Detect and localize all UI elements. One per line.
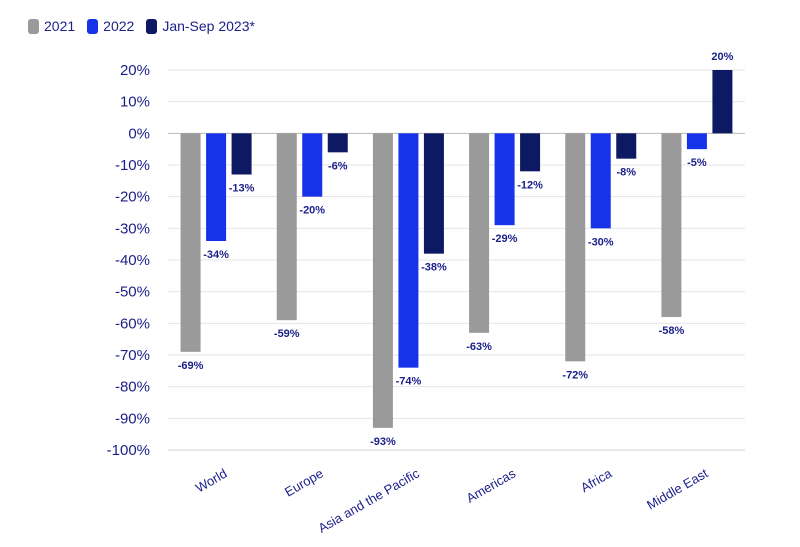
bar — [494, 133, 515, 226]
x-tick-label: Asia and the Pacific — [316, 465, 423, 535]
legend-label-2023: Jan-Sep 2023* — [162, 18, 255, 34]
data-label: -5% — [687, 157, 707, 169]
bar — [302, 133, 323, 197]
legend-swatch-2023 — [146, 18, 158, 34]
y-tick-label: 20% — [120, 62, 150, 79]
legend-item-2021[interactable]: 2021 — [28, 18, 75, 34]
bar — [276, 133, 297, 321]
y-tick-label: -90% — [115, 410, 150, 427]
data-label: -69% — [178, 360, 204, 372]
y-tick-label: -80% — [115, 379, 150, 396]
bar — [469, 133, 490, 333]
data-label: -59% — [274, 328, 300, 340]
y-tick-label: -100% — [107, 442, 150, 459]
x-tick-label: Middle East — [644, 465, 711, 512]
x-tick-label: Europe — [282, 466, 326, 500]
data-label: -38% — [421, 262, 447, 274]
legend-swatch-2021 — [28, 18, 39, 34]
data-label: 20% — [711, 51, 733, 63]
bar — [206, 133, 227, 241]
data-label: -72% — [562, 369, 588, 381]
bar — [661, 133, 682, 317]
legend-item-2022[interactable]: 2022 — [87, 18, 134, 34]
bar — [423, 133, 444, 254]
legend-swatch-2022 — [87, 18, 99, 34]
bar — [327, 133, 348, 153]
bar — [712, 70, 733, 134]
data-label: -6% — [328, 160, 348, 172]
legend: 2021 2022 Jan-Sep 2023* — [28, 18, 255, 34]
bar — [565, 133, 586, 362]
y-tick-label: -30% — [115, 220, 150, 237]
legend-item-2023[interactable]: Jan-Sep 2023* — [146, 18, 255, 34]
data-label: -30% — [588, 236, 614, 248]
data-label: -13% — [229, 183, 255, 195]
bar — [590, 133, 611, 229]
data-label: -12% — [517, 179, 543, 191]
bar — [372, 133, 393, 428]
y-tick-label: -60% — [115, 315, 150, 332]
bar — [398, 133, 419, 368]
data-label: -8% — [616, 167, 636, 179]
data-label: -63% — [466, 341, 492, 353]
legend-label-2021: 2021 — [44, 18, 76, 34]
y-tick-label: 10% — [120, 94, 150, 111]
x-tick-label: Africa — [578, 465, 615, 495]
data-label: -29% — [492, 233, 518, 245]
data-label: -34% — [203, 249, 229, 261]
y-tick-label: -20% — [115, 189, 150, 206]
data-label: -74% — [396, 376, 422, 388]
x-tick-label: Americas — [464, 465, 519, 505]
y-tick-label: 0% — [128, 125, 150, 142]
legend-label-2022: 2022 — [103, 18, 135, 34]
x-tick-label: World — [193, 466, 230, 496]
y-tick-label: -40% — [115, 252, 150, 269]
y-tick-label: -10% — [115, 157, 150, 174]
bar — [616, 133, 637, 159]
data-label: -58% — [659, 325, 685, 337]
data-label: -93% — [370, 436, 396, 448]
bar — [520, 133, 541, 172]
bar — [231, 133, 252, 175]
bar — [180, 133, 201, 352]
data-label: -20% — [299, 205, 325, 217]
bar — [686, 133, 707, 150]
y-tick-label: -50% — [115, 284, 150, 301]
y-tick-label: -70% — [115, 347, 150, 364]
